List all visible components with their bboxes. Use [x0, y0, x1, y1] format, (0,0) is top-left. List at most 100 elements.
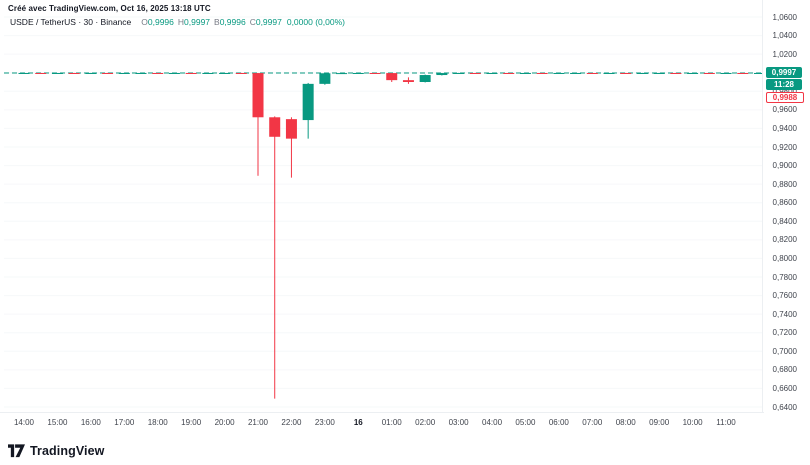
candle-body — [302, 83, 314, 121]
time-axis-label: 01:00 — [381, 418, 402, 427]
price-axis-label: 0,8600 — [772, 198, 797, 208]
candle-body — [102, 72, 114, 74]
last-price-badge: 0,9997 — [766, 67, 802, 78]
time-axis-label: 22:00 — [281, 418, 302, 427]
candle-body — [737, 72, 749, 74]
candle-body — [18, 72, 30, 74]
price-change-value: 0,0000 (0,00%) — [286, 17, 345, 27]
secondary-price-badge: 0,9988 — [766, 92, 804, 103]
candle-body — [185, 72, 197, 74]
price-axis-label: 1,0400 — [772, 31, 797, 41]
candle-body — [252, 73, 264, 118]
candle-body — [670, 72, 682, 74]
time-axis-label: 23:00 — [314, 418, 335, 427]
candle-body — [469, 72, 481, 74]
candle-body — [519, 72, 531, 74]
candle-body — [419, 75, 431, 82]
candle-body — [352, 72, 364, 74]
price-axis-label: 0,6600 — [772, 383, 797, 393]
candle-body — [653, 72, 665, 74]
time-axis[interactable]: 14:00 15:00 16:00 17:00 18:00 19:00 20:00 21:00… — [0, 412, 764, 437]
price-axis-label: 1,0600 — [772, 12, 797, 22]
ohlc-open-label: O — [141, 17, 148, 27]
candle-body — [51, 72, 63, 74]
price-axis-label: 0,9200 — [772, 142, 797, 152]
time-axis-day-marker: 16 — [353, 418, 363, 427]
ohlc-high-value: 0,9997 — [184, 17, 211, 27]
candle-body — [369, 72, 381, 74]
candle-body — [386, 73, 398, 81]
candle-body — [720, 72, 732, 74]
time-axis-label: 05:00 — [515, 418, 536, 427]
price-axis-label: 0,6800 — [772, 365, 797, 375]
price-axis-label: 0,6400 — [772, 402, 797, 412]
symbol-title[interactable]: USDE / TetherUS · 30 · Binance — [10, 17, 132, 27]
time-axis-label: 04:00 — [482, 418, 503, 427]
candle-body — [336, 73, 348, 75]
candle-body — [68, 72, 80, 74]
time-axis-label: 03:00 — [448, 418, 469, 427]
ohlc-low-label: B — [214, 17, 220, 27]
chart-legend: USDE / TetherUS · 30 · Binance O0,9996 H0,… — [10, 17, 345, 27]
candle-body — [135, 72, 147, 74]
time-axis-label: 02:00 — [415, 418, 436, 427]
candle-body — [503, 72, 515, 74]
price-axis-label: 0,7200 — [772, 328, 797, 338]
time-axis-label: 08:00 — [615, 418, 636, 427]
candle-body — [687, 72, 699, 74]
price-axis-label: 0,9800 — [773, 87, 797, 96]
time-axis-label: 11:00 — [716, 418, 736, 427]
candle-body — [703, 72, 715, 74]
candle-body — [118, 72, 130, 74]
candle-body — [219, 72, 231, 74]
candle-body — [152, 72, 164, 74]
time-axis-label: 14:00 — [13, 418, 35, 427]
candle-body — [570, 72, 582, 74]
candle-body — [319, 73, 331, 84]
candle-body — [85, 72, 97, 74]
candle-body — [235, 72, 247, 74]
time-axis-label: 07:00 — [582, 418, 603, 427]
candle-body — [620, 72, 632, 74]
ohlc-open-value: 0,9996 — [147, 17, 174, 27]
candle-body — [603, 72, 615, 74]
candle-body — [35, 72, 47, 74]
candle-body — [636, 72, 648, 74]
candle-body — [453, 72, 465, 74]
tradingview-logo-link[interactable]: TradingView — [8, 444, 105, 458]
candle-body — [168, 72, 180, 74]
candle-body — [586, 72, 598, 74]
candle-body — [202, 72, 214, 74]
price-axis-label: 0,7400 — [772, 309, 797, 319]
candle-body — [269, 117, 281, 137]
time-axis-label: 15:00 — [47, 418, 68, 427]
price-axis-label: 0,7800 — [772, 272, 797, 282]
price-axis-label: 0,8200 — [772, 235, 797, 245]
tradingview-logo-icon — [8, 444, 25, 458]
price-axis-label: 0,8400 — [772, 216, 797, 226]
time-axis-label: 10:00 — [682, 418, 703, 427]
price-axis-label: 1,0200 — [772, 49, 797, 59]
bar-countdown-badge: 11:28 — [766, 79, 802, 90]
price-axis[interactable]: 1,06001,04001,02001,00000,98000,96000,94… — [762, 0, 810, 412]
ohlc-low-value: 0,9996 — [219, 17, 246, 27]
ohlc-high-label: H — [177, 17, 185, 27]
candle-body — [285, 119, 297, 139]
candle-body — [436, 73, 448, 76]
candle-body — [402, 80, 414, 82]
candle-body — [536, 72, 548, 74]
price-axis-label: 0,9400 — [772, 123, 797, 133]
time-axis-label: 19:00 — [181, 418, 202, 427]
tradingview-brand-text: TradingView — [30, 444, 105, 458]
time-axis-label: 06:00 — [548, 418, 569, 427]
time-axis-label: 18:00 — [147, 418, 168, 427]
price-axis-label: 0,9000 — [772, 161, 797, 171]
price-axis-label: 0,9600 — [772, 105, 797, 115]
price-axis-label: 0,7000 — [772, 346, 797, 356]
time-axis-label: 17:00 — [114, 418, 135, 427]
ohlc-close-value: 0,9997 — [255, 17, 282, 27]
ohlc-close-label: C — [249, 17, 256, 27]
time-axis-label: 16:00 — [80, 418, 101, 427]
